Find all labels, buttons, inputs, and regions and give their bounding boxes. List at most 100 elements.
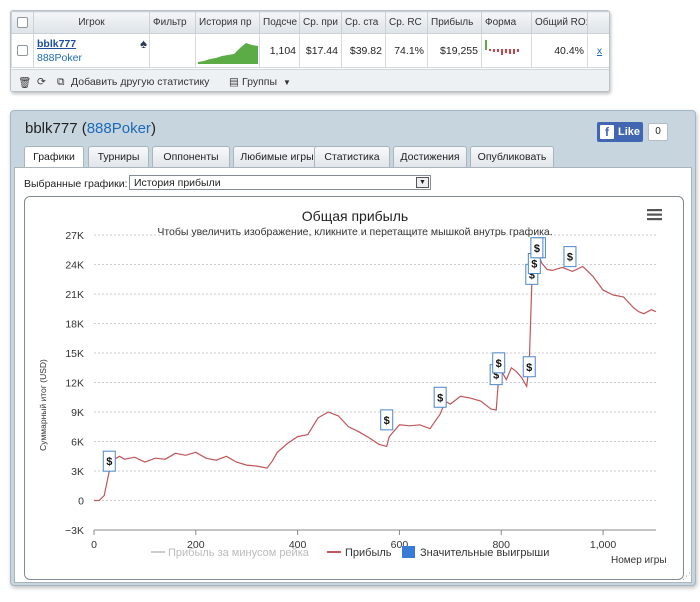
dollar-icon: $ <box>531 259 537 271</box>
avg-roi-cell: 74.1% <box>385 33 428 68</box>
spade-icon: ♠ <box>140 36 147 51</box>
dollar-icon: $ <box>106 456 112 468</box>
big-win-marker-box <box>433 386 447 408</box>
col-player[interactable]: Игрок <box>33 11 150 34</box>
chevron-down-icon: ▼ <box>283 78 291 87</box>
player-cell: bblk777 888Poker ♠ <box>33 33 150 68</box>
dollar-icon: $ <box>437 392 443 404</box>
big-win-marker[interactable]: $ <box>102 450 116 472</box>
tab-achievements[interactable]: Достижения <box>393 146 467 167</box>
tab-favorite-games[interactable]: Любимые игры <box>233 146 321 167</box>
tab-tournaments[interactable]: Турниры <box>88 146 149 167</box>
add-stat-icon[interactable]: ⧉ <box>57 76 65 88</box>
form-sparkbar <box>481 33 532 68</box>
tab-opponents[interactable]: Оппоненты <box>152 146 230 167</box>
panel-network-link[interactable]: 888Poker <box>86 120 151 137</box>
dollar-icon: $ <box>496 358 502 370</box>
big-win-marker[interactable]: $ <box>522 356 536 378</box>
col-count[interactable]: Подсче <box>259 11 300 34</box>
count-cell: 1,104 <box>259 33 300 68</box>
col-total-roi[interactable]: Общий RO: <box>531 11 588 34</box>
col-actions <box>587 11 609 34</box>
big-win-marker[interactable]: $ <box>530 237 544 259</box>
dollar-icon: $ <box>529 269 535 281</box>
col-avg-roi[interactable]: Ср. RC <box>385 11 428 34</box>
add-stat-link[interactable]: Добавить другую статистику <box>71 76 210 88</box>
y-tick-label: 15K <box>65 348 84 360</box>
chart-container[interactable]: −3K 0 3K 6K 9K 12K 15K 18K 21K 24K 27K 0 200 400 600 80… <box>24 196 684 580</box>
col-avg-stake[interactable]: Ср. ста <box>341 11 386 34</box>
legend-item-big-wins[interactable]: Значительные выигрыши <box>420 547 549 559</box>
stats-widget: Игрок Фильтр История пр Подсче Ср. при С… <box>10 10 610 92</box>
y-tick-label: 6K <box>71 437 84 449</box>
col-history[interactable]: История пр <box>195 11 260 34</box>
tab-graphs[interactable]: Графики <box>24 146 84 168</box>
y-tick-label: 18K <box>65 319 84 331</box>
table-row: bblk777 888Poker ♠ 1,104 $17.44 $39.82 7… <box>11 33 609 68</box>
big-win-marker[interactable]: $ <box>492 352 506 374</box>
legend-item-profit[interactable]: Прибыль <box>345 547 392 559</box>
groups-menu[interactable]: Группы <box>242 76 277 88</box>
row-checkbox[interactable] <box>11 33 34 68</box>
col-avg-profit[interactable]: Ср. при <box>299 11 342 34</box>
big-win-marker[interactable]: $ <box>563 246 577 268</box>
resize-handle-icon[interactable]: ⋰ <box>682 571 691 581</box>
chart-selector-label: Выбранные графики: <box>24 178 128 190</box>
x-tick-label: 1,000 <box>590 539 616 551</box>
groups-icon[interactable]: ▤ <box>229 76 239 88</box>
tab-publish[interactable]: Опубликовать <box>470 146 554 167</box>
col-form[interactable]: Форма <box>481 11 532 34</box>
remove-row-button[interactable]: x <box>587 33 609 68</box>
x-axis-label: Номер игры <box>611 555 667 566</box>
chart-title: Общая прибыль <box>302 208 408 224</box>
total-roi-cell: 40.4% <box>531 33 588 68</box>
profit-line <box>94 246 657 502</box>
avg-profit-cell: $17.44 <box>299 33 342 68</box>
chart-menu-icon[interactable] <box>647 209 662 221</box>
big-win-marker[interactable]: $ <box>433 386 447 408</box>
player-network: 888Poker <box>37 51 82 64</box>
big-win-marker[interactable]: $ <box>527 253 541 275</box>
player-name-link[interactable]: bblk777 <box>37 37 77 50</box>
col-profit[interactable]: Прибыль <box>427 11 482 34</box>
big-win-marker-box <box>380 409 394 431</box>
page-title: bblk777 (888Poker) <box>25 120 156 137</box>
dollar-icon: $ <box>534 243 540 255</box>
select-all-checkbox[interactable] <box>11 11 34 34</box>
trash-icon[interactable]: 🗑 <box>18 77 32 89</box>
big-win-marker-box <box>563 246 577 268</box>
profit-cell: $19,255 <box>427 33 482 68</box>
form-sparkbar-svg <box>485 40 519 55</box>
panel-player-name: bblk777 <box>25 120 78 137</box>
chart-selector-value: История прибыли <box>134 177 221 189</box>
chart-selector-dropdown[interactable]: История прибыли ▼ <box>129 175 431 190</box>
y-tick-label: 3K <box>71 466 84 478</box>
chart-subtitle: Чтобы увеличить изображение, кликните и … <box>157 226 552 238</box>
facebook-like-count: 0 <box>648 123 668 141</box>
dollar-icon: $ <box>384 415 390 427</box>
y-tick-label: 24K <box>65 260 84 272</box>
col-filter[interactable]: Фильтр <box>149 11 196 34</box>
filter-cell <box>149 33 196 68</box>
facebook-like-button[interactable]: f Like <box>597 122 643 142</box>
big-win-marker[interactable]: $ <box>380 409 394 431</box>
big-win-marker-box <box>102 450 116 472</box>
history-sparkline-svg <box>198 43 258 64</box>
y-tick-label: 0 <box>78 496 84 508</box>
legend-item-rake[interactable]: Прибыль за минусом рейка <box>168 547 310 559</box>
facebook-icon: f <box>600 125 614 139</box>
y-tick-label: 27K <box>65 230 84 242</box>
avg-stake-cell: $39.82 <box>341 33 386 68</box>
y-tick-label: 21K <box>65 289 84 301</box>
history-sparkline <box>195 33 260 68</box>
big-win-marker-box <box>492 352 506 374</box>
y-axis-label: Суммарный итог (USD) <box>38 359 48 451</box>
refresh-icon[interactable]: ⟳ <box>37 76 46 88</box>
x-tick-label: 200 <box>187 539 205 551</box>
stats-footer: 🗑 ⟳ ⧉ Добавить другую статистику ▤ Групп… <box>11 69 609 91</box>
big-win-marker-box <box>530 237 544 259</box>
big-win-marker-box <box>522 356 536 378</box>
tab-statistics[interactable]: Статистика <box>314 146 390 167</box>
dollar-icon: $ <box>526 362 532 374</box>
